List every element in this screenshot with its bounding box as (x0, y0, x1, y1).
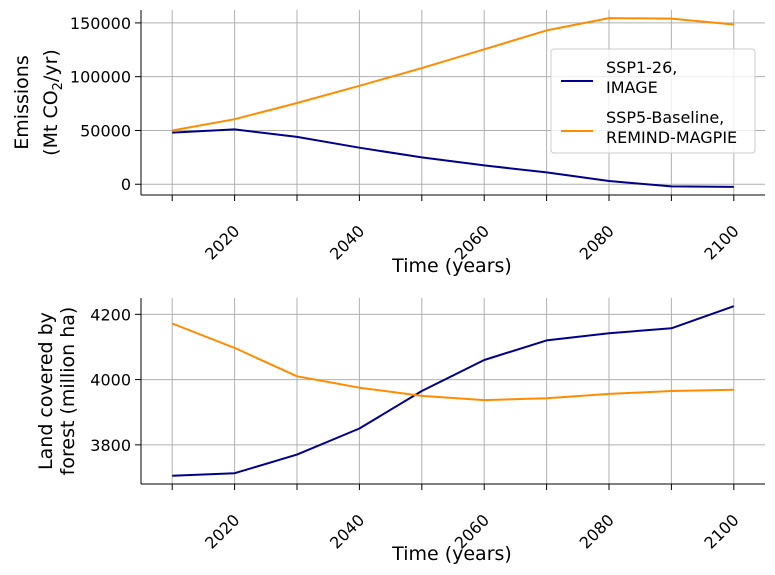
x-tick-label: 2100 (700, 221, 742, 263)
series-line-1 (172, 305, 735, 477)
x-tick-label: 2080 (576, 510, 618, 552)
x-tick-label: 2080 (576, 221, 618, 263)
legend-frame (550, 48, 756, 154)
x-axis-label: Time (years) (391, 543, 512, 565)
y-axis-label-line-2: (Mt CO2/yr) (40, 49, 66, 156)
series-line-1 (172, 128, 734, 188)
legend-label-2: SSP5-Baseline, REMIND-MAGPIE (606, 108, 737, 147)
y-tick-label: 100000 (70, 68, 131, 87)
x-tick-label: 2020 (201, 510, 243, 552)
series-line-2 (171, 322, 734, 402)
x-tick-label: 2040 (326, 221, 368, 263)
x-tick-label: 2040 (326, 510, 368, 552)
x-axis-label: Time (years) (391, 255, 512, 277)
y-tick-label: 4000 (90, 371, 131, 390)
subplot-1: 2020 2040 2060 2080 2100050000100000150000Ti… (11, 10, 765, 277)
y-tick-label: 3800 (90, 436, 131, 455)
x-tick-label: 2020 (201, 221, 243, 263)
y-axis-label-line-1: Emissions (11, 55, 33, 149)
y-axis-label-line-2: forest (million ha) (57, 307, 79, 476)
y-tick-label: 0 (121, 175, 131, 194)
y-axis-label-line-1: Land covered by (35, 312, 57, 470)
y-tick-label: 150000 (70, 14, 131, 33)
legend-label-1: SSP1-26, IMAGE (606, 58, 677, 97)
x-tick-label: 2100 (700, 510, 742, 552)
series-line-2 (172, 17, 734, 132)
y-tick-label: 4200 (90, 305, 131, 324)
legend: SSP1-26, IMAGE SSP5-Baseline, REMIND-MAGPIE (550, 48, 756, 154)
y-tick-label: 50000 (80, 121, 131, 140)
